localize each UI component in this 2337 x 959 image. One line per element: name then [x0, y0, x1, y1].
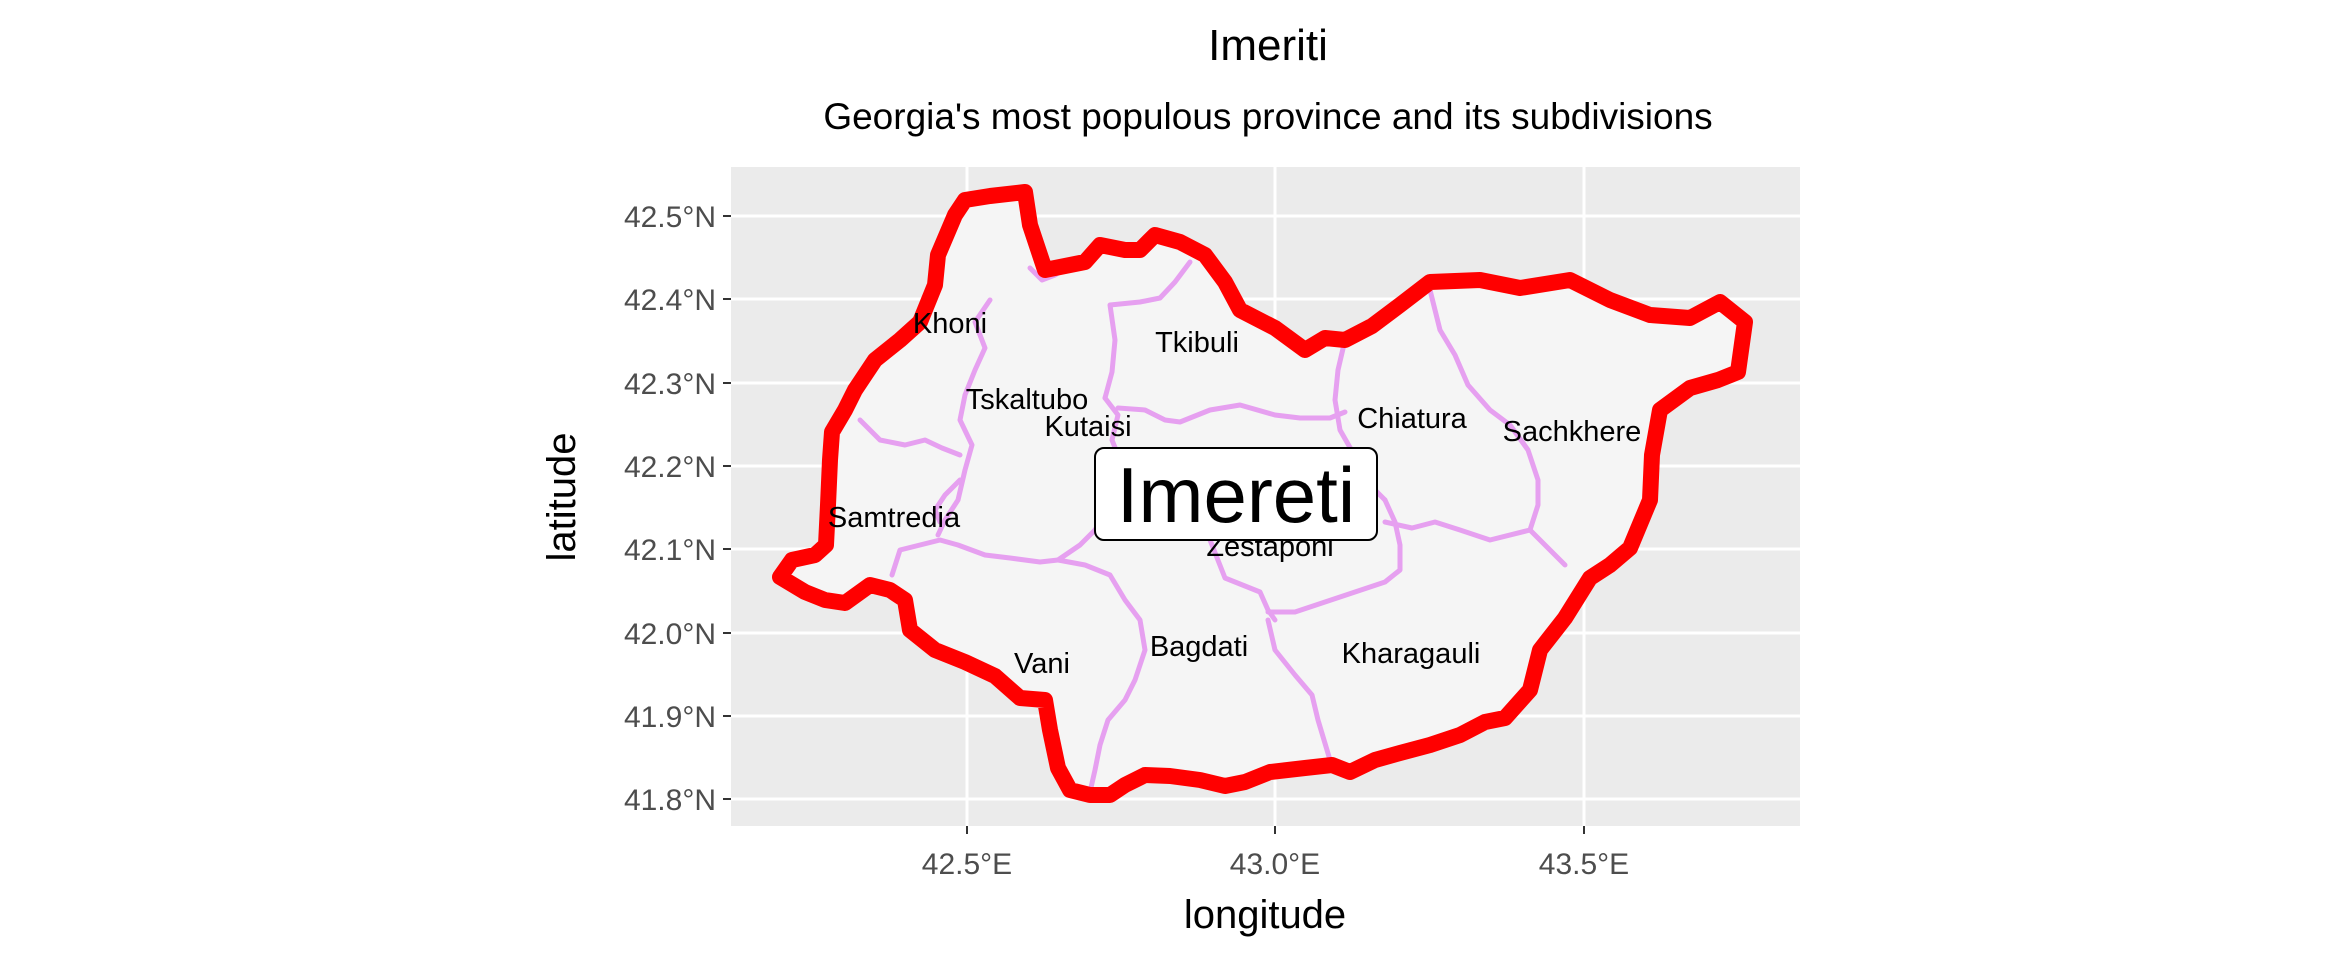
- border-line: [932, 477, 963, 525]
- place-labels: Khoni Tkibuli Tskaltubo Kutaisi Chiatura…: [828, 308, 1641, 680]
- x-tick-label: 43.5°E: [1539, 848, 1629, 881]
- y-tick-label: 42.1°N: [624, 534, 716, 567]
- place-label: Tkibuli: [1155, 327, 1239, 359]
- x-axis-tick-labels: 42.5°E 43.0°E 43.5°E: [922, 848, 1629, 881]
- border-line: [1527, 527, 1568, 568]
- map-title: Imeriti: [1208, 21, 1328, 70]
- border-line: [889, 537, 1061, 578]
- region-label-box: [1094, 447, 1378, 541]
- y-tick-label: 41.9°N: [624, 701, 716, 734]
- place-label: Khoni: [913, 308, 987, 340]
- place-label: Sachkhere: [1503, 416, 1642, 448]
- border-line: [1265, 617, 1333, 763]
- y-axis-title: latitude: [540, 433, 584, 562]
- place-label: Kharagauli: [1342, 638, 1481, 670]
- place-label: Vani: [1014, 648, 1070, 680]
- place-label: Tskaltubo: [966, 384, 1089, 416]
- border-line: [857, 417, 963, 458]
- region-label: Imereti: [1117, 451, 1355, 539]
- x-axis-ticks: [966, 826, 1585, 834]
- map-subtitle: Georgia's most populous province and its…: [823, 96, 1712, 137]
- y-axis-ticks: [723, 215, 731, 800]
- y-tick-label: 42.2°N: [624, 451, 716, 484]
- x-axis-title: longitude: [1184, 893, 1346, 937]
- x-tick-label: 42.5°E: [922, 848, 1012, 881]
- place-label: Kutaisi: [1044, 411, 1131, 443]
- border-line: [1115, 402, 1348, 425]
- place-label: Samtredia: [828, 502, 961, 534]
- place-label: Chiatura: [1357, 403, 1467, 435]
- border-line: [935, 297, 993, 538]
- x-tick-label: 43.0°E: [1230, 848, 1320, 881]
- border-line: [1427, 287, 1541, 533]
- y-tick-label: 42.0°N: [624, 618, 716, 651]
- province-boundary: [772, 184, 1753, 803]
- y-tick-label: 41.8°N: [624, 784, 716, 817]
- border-line: [1102, 259, 1193, 401]
- y-axis-tick-labels: 42.5°N 42.4°N 42.3°N 42.2°N 42.1°N 42.0°…: [624, 201, 716, 817]
- y-tick-label: 42.5°N: [624, 201, 716, 234]
- border-line: [1055, 557, 1148, 795]
- y-tick-label: 42.4°N: [624, 284, 716, 317]
- border-line: [1382, 519, 1533, 543]
- place-label: Bagdati: [1150, 631, 1248, 663]
- y-tick-label: 42.3°N: [624, 368, 716, 401]
- border-line: [1265, 497, 1403, 615]
